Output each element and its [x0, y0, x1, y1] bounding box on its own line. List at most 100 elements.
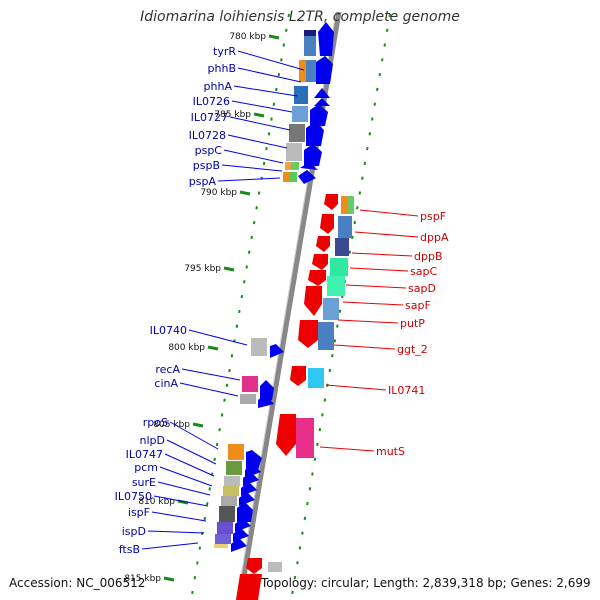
- leader-line: [345, 284, 407, 289]
- gene-block-mutS[interactable]: [296, 418, 314, 458]
- ruler-tick-mark: [239, 190, 251, 196]
- gene-label[interactable]: ispD: [122, 525, 146, 538]
- map-title: Idiomarina loihiensis L2TR, complete gen…: [140, 9, 460, 25]
- leader-line: [333, 344, 396, 350]
- leader-line: [354, 231, 419, 238]
- gene-block-IL0750[interactable]: [219, 506, 235, 522]
- gene-block-ispF[interactable]: [217, 522, 233, 534]
- gene-block-IL0727[interactable]: [292, 106, 308, 122]
- gene-block-IL0726[interactable]: [294, 86, 308, 104]
- gene-label[interactable]: pspA: [189, 175, 217, 188]
- gene-label[interactable]: IL0750: [115, 490, 152, 503]
- gene-block-recA[interactable]: [242, 376, 258, 392]
- ruler-tick-mark: [207, 345, 219, 351]
- gene-block-ftsB[interactable]: [214, 544, 228, 548]
- gene-block-cinA[interactable]: [240, 394, 256, 404]
- leader-line: [181, 368, 241, 381]
- gene-label[interactable]: recA: [155, 363, 180, 376]
- gene-label[interactable]: rpoS: [143, 416, 168, 429]
- leader-lines-minus: [141, 50, 305, 550]
- gene-label[interactable]: tyrR: [213, 45, 236, 58]
- leader-line: [359, 209, 419, 217]
- gene-label[interactable]: IL0741: [388, 384, 425, 397]
- gene-block-putP[interactable]: [318, 322, 334, 350]
- leader-line: [179, 382, 239, 397]
- ruler-tick-mark: [177, 499, 189, 505]
- minus-strand-arrows: [231, 22, 334, 552]
- minus-strand-track: [214, 30, 316, 548]
- leader-line: [151, 511, 207, 522]
- gene-label[interactable]: putP: [400, 317, 425, 330]
- leader-line: [237, 50, 305, 71]
- gene-block-pspC[interactable]: [286, 143, 302, 161]
- gene-label[interactable]: mutS: [376, 445, 405, 458]
- gene-label[interactable]: IL0740: [150, 324, 187, 337]
- plus-gene-labels: pspF dppA dppB sapC sapD sapF putP ggt_2 IL0741 m…: [376, 210, 449, 458]
- ruler: 780 kbp 785 kbp 790 kbp 795 kbp 800 kbp 805 k…: [124, 32, 280, 584]
- gene-label[interactable]: sapF: [405, 299, 431, 312]
- gene-block-phhB[interactable]: [299, 60, 308, 82]
- leader-line: [342, 301, 404, 306]
- gene-label[interactable]: pspB: [193, 159, 220, 172]
- gene-label[interactable]: pspC: [195, 144, 223, 157]
- leader-line: [221, 164, 283, 172]
- gene-label[interactable]: ftsB: [119, 543, 140, 556]
- leader-line: [325, 384, 387, 391]
- leader-line: [227, 134, 288, 149]
- gene-label[interactable]: phhA: [204, 80, 233, 93]
- ruler-tick-label: 780 kbp: [229, 32, 266, 42]
- gene-block-sapF[interactable]: [323, 298, 339, 320]
- leader-line: [231, 100, 293, 113]
- gene-block-tyrR[interactable]: [304, 34, 316, 56]
- gene-block-sapC[interactable]: [330, 258, 348, 276]
- gene-label[interactable]: cinA: [154, 377, 178, 390]
- gene-label[interactable]: ispF: [128, 506, 150, 519]
- leader-line: [157, 481, 211, 496]
- gene-label[interactable]: nlpD: [140, 434, 165, 447]
- gene-label[interactable]: IL0728: [189, 129, 226, 142]
- ruler-tick-label: 795 kbp: [184, 264, 221, 274]
- leader-line: [141, 542, 199, 550]
- gene-label[interactable]: IL0726: [193, 95, 230, 108]
- ruler-tick-mark: [192, 422, 204, 428]
- gene-label[interactable]: dppA: [420, 231, 449, 244]
- gene-label[interactable]: IL0747: [126, 448, 163, 461]
- gene-block-IL0747[interactable]: [224, 476, 240, 486]
- gene-label[interactable]: pspF: [420, 210, 446, 223]
- leader-line: [217, 177, 281, 182]
- gene-label[interactable]: phhB: [208, 62, 236, 75]
- topology-label: Topology: circular; Length: 2,839,318 bp…: [261, 576, 591, 590]
- leader-line: [319, 446, 375, 452]
- gene-label[interactable]: sapC: [410, 265, 437, 278]
- leader-line: [233, 85, 298, 97]
- gene-block-pspB[interactable]: [285, 162, 291, 170]
- leader-line: [164, 453, 215, 477]
- ruler-tick-mark: [253, 112, 265, 118]
- gene-block-dppA[interactable]: [338, 216, 352, 238]
- gene-block-pspF[interactable]: [341, 196, 349, 214]
- gene-block-phhA[interactable]: [306, 60, 316, 82]
- gene-block-dppB[interactable]: [335, 238, 349, 256]
- gene-label[interactable]: ggt_2: [397, 343, 428, 356]
- gene-label[interactable]: sapD: [408, 282, 436, 295]
- gene-block-rpoS[interactable]: [228, 444, 244, 460]
- gene-block-surE[interactable]: [221, 496, 237, 506]
- gene-label[interactable]: pcm: [134, 461, 158, 474]
- gene-block-IL0741[interactable]: [308, 368, 324, 388]
- leader-line: [223, 149, 284, 164]
- gene-label[interactable]: surE: [132, 476, 156, 489]
- leader-line: [229, 116, 291, 131]
- gene-block-IL0728[interactable]: [289, 124, 305, 142]
- gene-block-pcm[interactable]: [223, 486, 239, 496]
- gene-block-ispD[interactable]: [215, 534, 231, 544]
- leader-lines-plus: [319, 209, 419, 452]
- gene-block-IL0740[interactable]: [251, 338, 267, 356]
- leader-line: [188, 329, 248, 346]
- gene-block-nlpD[interactable]: [226, 461, 242, 475]
- gene-label[interactable]: dppB: [414, 250, 443, 263]
- gene-block-pspA[interactable]: [291, 162, 299, 170]
- gene-label[interactable]: IL0727: [191, 111, 228, 124]
- gene-block-sapD[interactable]: [327, 276, 345, 296]
- ruler-tick-label: 800 kbp: [168, 343, 205, 353]
- leader-line: [351, 252, 413, 257]
